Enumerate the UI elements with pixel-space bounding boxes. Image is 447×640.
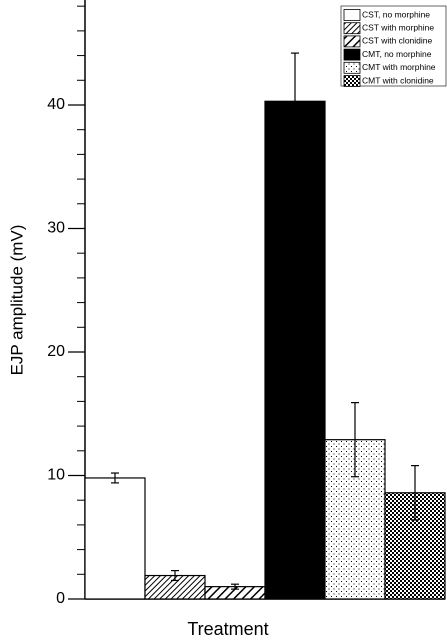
bar	[84, 477, 146, 600]
x-axis-title: Treatment	[187, 619, 268, 639]
legend-swatch	[343, 61, 361, 74]
y-tick-label: 40	[47, 96, 65, 113]
legend-swatch	[343, 48, 361, 61]
error-bar	[231, 583, 239, 590]
y-tick-label: 20	[47, 343, 65, 360]
y-tick-label: 10	[47, 467, 65, 484]
legend-label: CST with morphine	[362, 22, 434, 32]
legend-swatch	[343, 35, 361, 48]
y-tick-label: 0	[56, 590, 65, 607]
legend-label: CST, no morphine	[362, 9, 430, 19]
y-axis-title: EJP amplitude (mV)	[7, 225, 26, 376]
y-tick-label: 30	[47, 220, 65, 237]
error-bar	[351, 402, 359, 478]
legend-label: CMT with clonidine	[362, 75, 434, 85]
error-bar	[111, 472, 119, 484]
error-bar	[171, 569, 179, 582]
error-bar	[291, 52, 299, 151]
legend-label: CMT, no morphine	[362, 49, 432, 59]
legend-swatch	[343, 75, 361, 87]
legend-label: CST with clonidine	[362, 36, 433, 46]
bar	[384, 492, 446, 600]
legend-label: CMT with morphine	[362, 62, 436, 72]
legend-swatch	[343, 22, 361, 35]
bar	[264, 100, 326, 600]
legend-swatch	[343, 9, 361, 21]
error-bar	[411, 465, 419, 521]
